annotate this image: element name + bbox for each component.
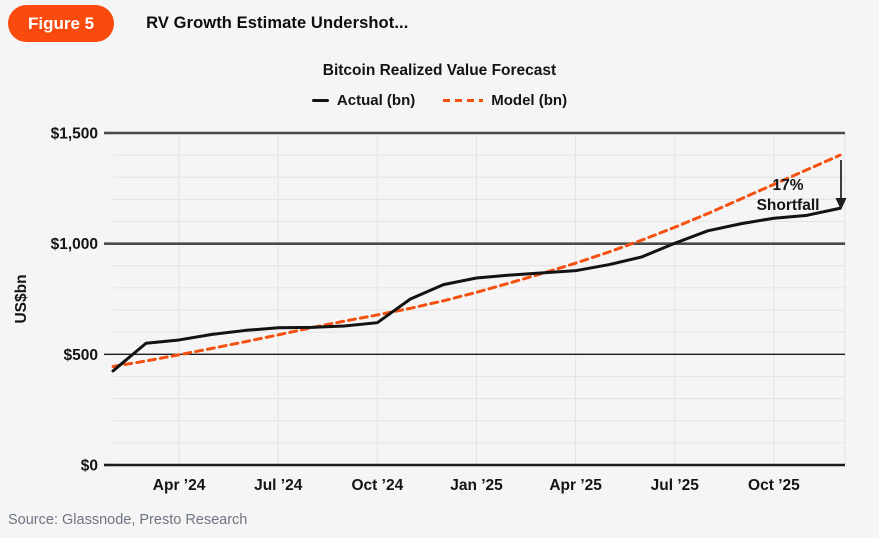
y-tick-label: $1,000 [51, 236, 98, 253]
x-tick-label: Apr ’25 [549, 477, 602, 494]
y-axis-title: US$bn [13, 274, 30, 323]
shortfall-arrowhead-icon [835, 198, 847, 210]
y-axis-labels: $0 $500 $1,000 $1,500 [51, 126, 98, 475]
series-lines [111, 153, 842, 373]
shortfall-label-text: Shortfall [757, 197, 820, 214]
model-line-swatch-icon [443, 99, 484, 102]
x-tick-label: Oct ’25 [748, 477, 800, 494]
legend-item-actual: Actual (bn) [311, 92, 416, 109]
legend-label-model: Model (bn) [491, 92, 568, 109]
shortfall-annotation: 17% Shortfall [757, 160, 847, 214]
shortfall-pct-text: 17% [772, 177, 803, 194]
x-tick-label: Jul ’25 [651, 477, 700, 494]
major-gridlines [104, 131, 845, 467]
chart-title: Bitcoin Realized Value Forecast [322, 62, 557, 79]
legend-item-model: Model (bn) [443, 92, 567, 109]
chart-legend: Actual (bn) Model (bn) [0, 92, 879, 109]
x-tick-label: Jan ’25 [450, 477, 503, 494]
x-tick-label: Oct ’24 [352, 477, 404, 494]
legend-label-actual: Actual (bn) [336, 92, 416, 109]
minor-gridlines [113, 154, 845, 444]
figure-title: RV Growth Estimate Undershot... [146, 14, 409, 32]
x-tick-label: Jul ’24 [254, 477, 303, 494]
y-tick-label: $0 [81, 458, 98, 475]
x-tick-label: Apr ’24 [153, 477, 206, 494]
vertical-gridlines [178, 133, 846, 465]
figure-badge: Figure 5 [8, 5, 115, 42]
y-tick-label: $500 [64, 347, 98, 364]
y-tick-label: $1,500 [51, 126, 98, 143]
figure-header: Figure 5 RV Growth Estimate Undershot... [8, 5, 408, 42]
model-series-line [111, 153, 842, 369]
x-axis-labels: Apr ’24 Jul ’24 Oct ’24 Jan ’25 Apr ’25 Jul ’… [153, 477, 800, 494]
source-note: Source: Glassnode, Presto Research [8, 512, 248, 528]
actual-line-swatch-icon [311, 99, 329, 102]
actual-series-line [111, 206, 842, 373]
